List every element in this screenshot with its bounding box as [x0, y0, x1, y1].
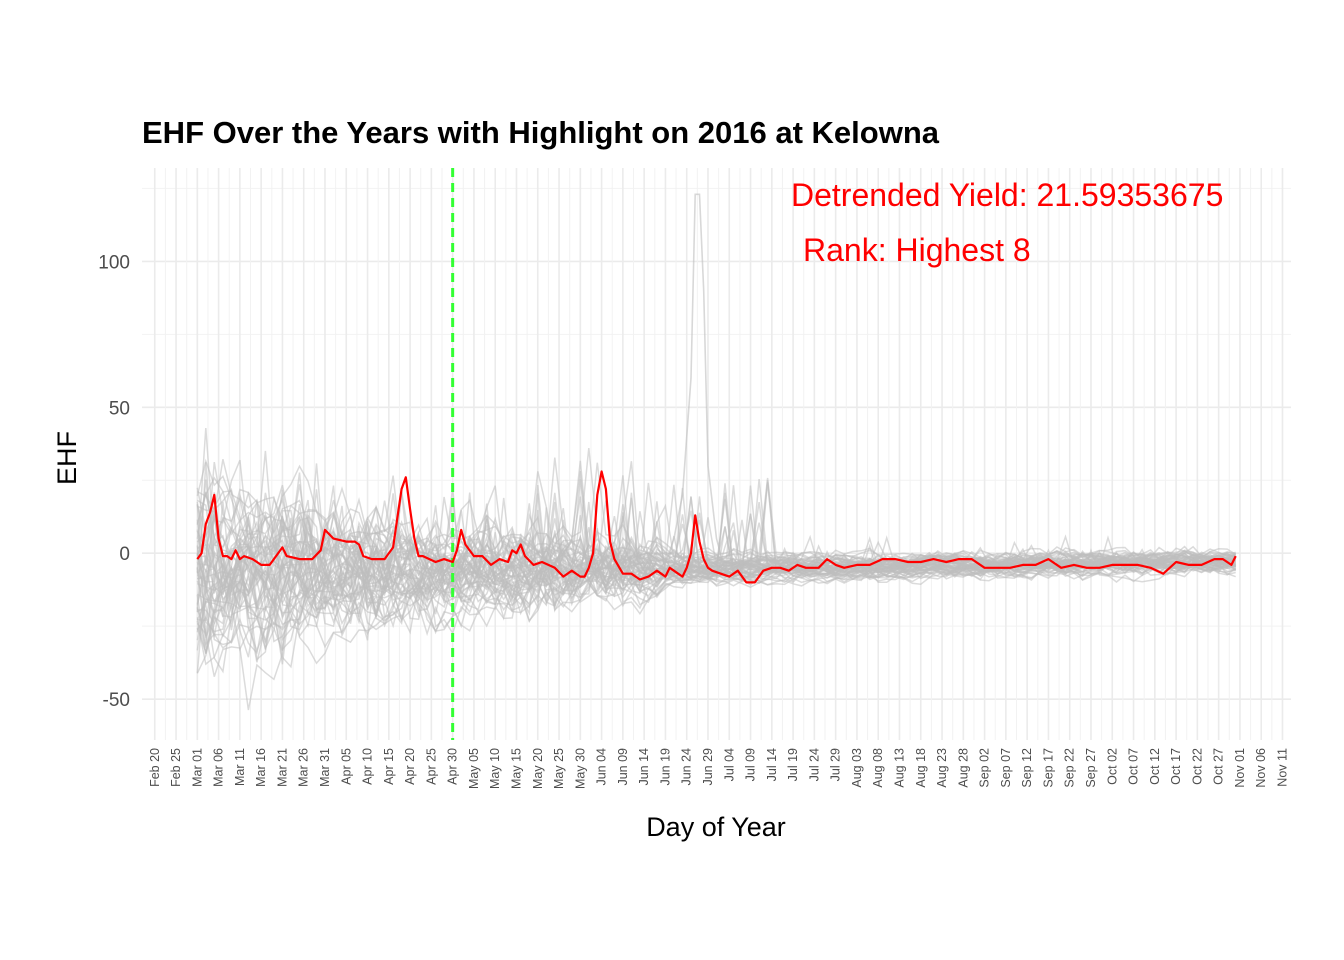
x-gridlines [153, 168, 1284, 740]
chart-title: EHF Over the Years with Highlight on 201… [142, 115, 940, 150]
x-tick-label: Sep 17 [1041, 748, 1055, 788]
x-tick-label: Feb 20 [148, 748, 162, 787]
x-tick-label: Sep 27 [1084, 748, 1098, 788]
x-tick-label: Mar 31 [318, 748, 332, 787]
x-tick-label: Oct 22 [1190, 748, 1204, 785]
x-tick-label: May 20 [531, 748, 545, 789]
x-tick-label: Apr 20 [403, 748, 417, 785]
background-series-line [196, 459, 1236, 586]
x-tick-label: Jun 19 [658, 748, 672, 786]
x-tick-label: Feb 25 [169, 748, 183, 787]
x-tick-label: Aug 13 [892, 748, 906, 788]
x-tick-label: Nov 06 [1254, 748, 1268, 788]
x-tick-label: Jun 29 [701, 748, 715, 786]
x-tick-label: Sep 07 [999, 748, 1013, 788]
x-tick-label: Mar 16 [254, 748, 268, 787]
x-tick-label: Jun 24 [680, 748, 694, 786]
x-tick-label: Jul 24 [807, 748, 821, 781]
x-tick-label: Apr 15 [382, 748, 396, 785]
x-tick-label: Oct 17 [1169, 748, 1183, 785]
background-series-line [660, 193, 726, 577]
background-series-line [196, 556, 1236, 711]
x-tick-label: May 30 [573, 748, 587, 789]
x-tick-label: Jun 14 [637, 748, 651, 786]
x-tick-label: Aug 08 [871, 748, 885, 788]
x-tick-label: Apr 10 [361, 748, 375, 785]
x-tick-label: Apr 30 [446, 748, 460, 785]
x-tick-label: Jul 19 [786, 748, 800, 781]
x-tick-label: Nov 11 [1275, 748, 1289, 787]
x-tick-label: May 05 [467, 748, 481, 789]
x-tick-label: May 25 [552, 748, 566, 789]
x-tick-label: May 10 [488, 748, 502, 789]
x-tick-label: Sep 12 [1020, 748, 1034, 788]
x-tick-label: Aug 28 [956, 748, 970, 788]
x-tick-label: Aug 23 [935, 748, 949, 788]
x-tick-label: Jul 09 [744, 748, 758, 781]
x-tick-label: Oct 02 [1105, 748, 1119, 785]
y-tick-label: 50 [109, 398, 130, 419]
annotation-rank: Rank: Highest 8 [803, 232, 1031, 268]
x-tick-label: Jul 29 [829, 748, 843, 781]
x-tick-label: Jun 04 [595, 748, 609, 786]
x-tick-label: Oct 27 [1212, 748, 1226, 785]
x-tick-label: Apr 05 [339, 748, 353, 785]
x-tick-label: Oct 07 [1127, 748, 1141, 785]
x-tick-label: Sep 02 [978, 748, 992, 788]
x-tick-label: Mar 21 [275, 748, 289, 787]
x-tick-label: Mar 06 [212, 748, 226, 787]
annotation-detrended-yield: Detrended Yield: 21.59353675 [791, 177, 1223, 213]
x-tick-label: Sep 22 [1063, 748, 1077, 788]
x-tick-label: Mar 01 [190, 748, 204, 787]
background-series-line [197, 504, 1236, 597]
y-tick-labels: -50 0 50 100 [98, 252, 130, 711]
x-tick-label: Oct 12 [1148, 748, 1162, 785]
y-tick-label: 0 [119, 544, 130, 565]
x-tick-labels: Feb 20 Feb 25 Mar 01 Mar 06 Mar 11 Mar 16 Mar … [148, 748, 1290, 789]
x-axis-title: Day of Year [646, 812, 786, 842]
x-tick-label: Jun 09 [616, 748, 630, 786]
x-tick-label: Jul 04 [722, 748, 736, 781]
x-tick-label: Jul 14 [765, 748, 779, 781]
highlight-series-line [196, 470, 1237, 584]
x-tick-label: Mar 26 [297, 748, 311, 787]
y-tick-label: 100 [98, 252, 130, 273]
x-tick-label: May 15 [509, 748, 523, 789]
x-tick-label: Mar 11 [233, 748, 247, 786]
background-series [196, 193, 1237, 711]
x-tick-label: Nov 01 [1233, 748, 1247, 788]
y-axis-title: EHF [52, 431, 82, 485]
x-tick-label: Apr 25 [424, 748, 438, 785]
x-tick-label: Aug 03 [850, 748, 864, 788]
background-series-line [197, 463, 1236, 586]
background-series-line [196, 462, 1236, 598]
y-tick-label: -50 [103, 690, 130, 711]
x-tick-label: Aug 18 [914, 748, 928, 788]
